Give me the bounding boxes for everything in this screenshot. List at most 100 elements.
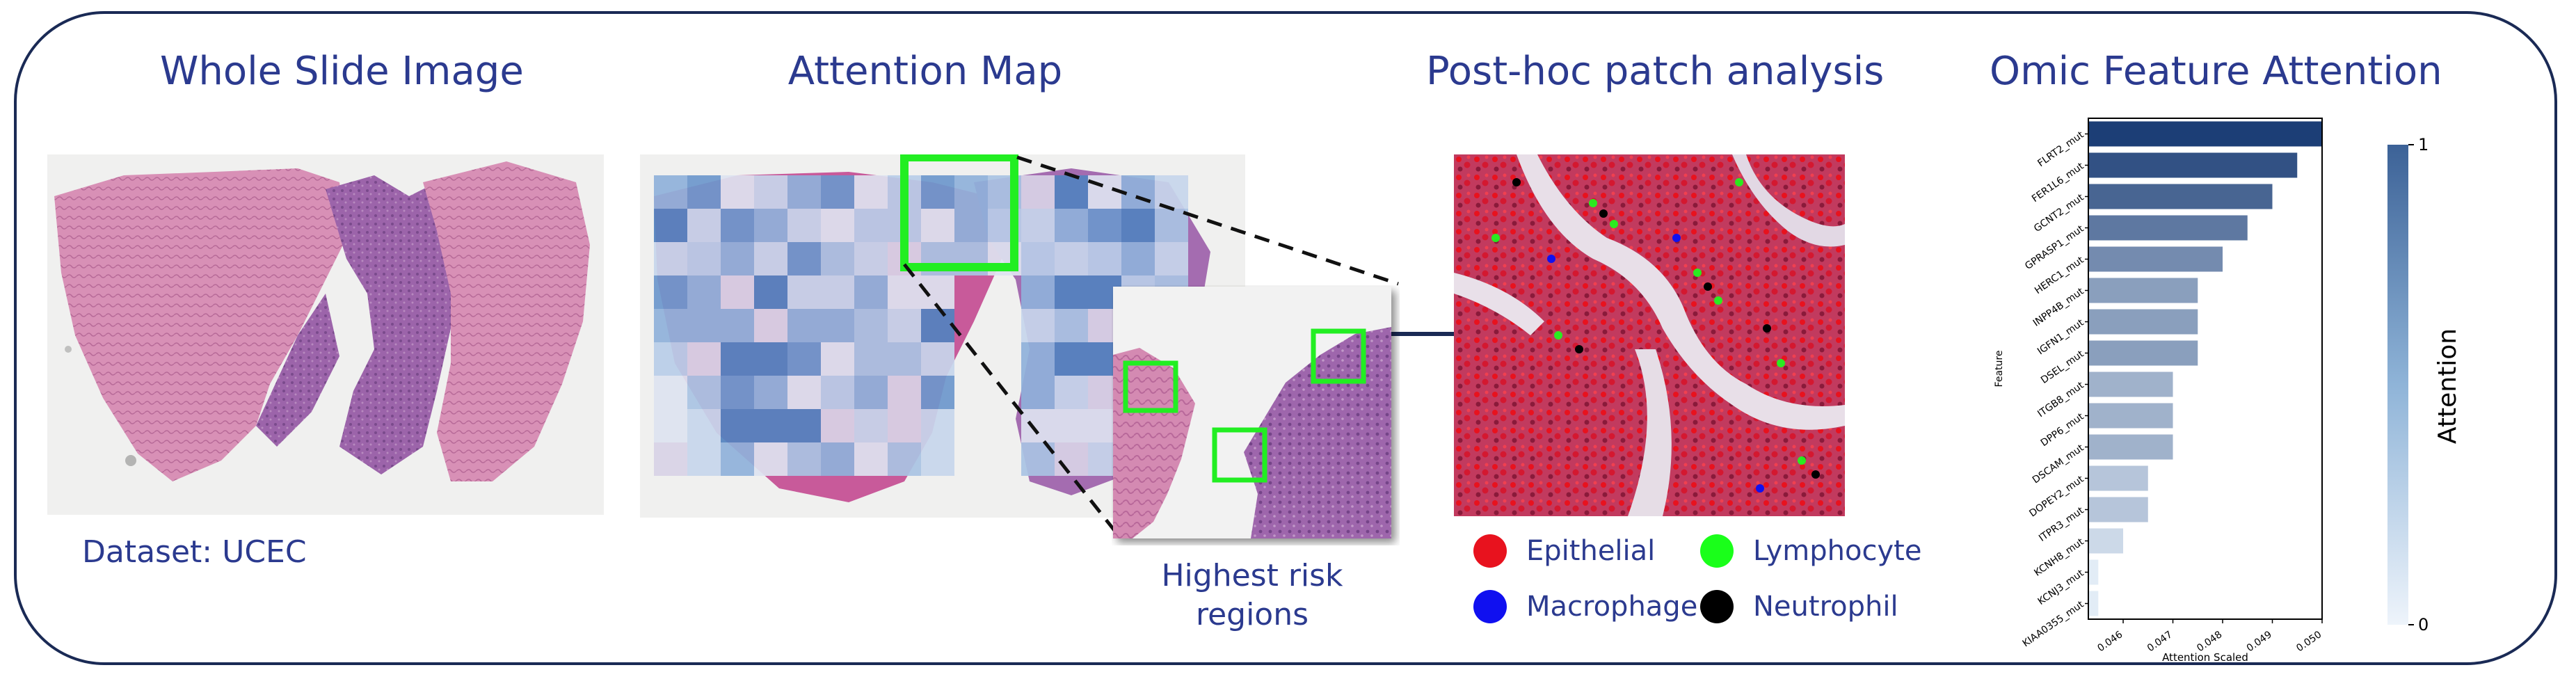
heatmap-cell	[721, 442, 754, 476]
figure-frame	[14, 11, 2557, 665]
legend-label: Lymphocyte	[1753, 535, 1922, 567]
heatmap-cell	[787, 209, 821, 242]
heatmap-cell	[888, 442, 921, 476]
heatmap-cell	[721, 342, 754, 376]
heatmap-cell	[1055, 275, 1088, 309]
plot-frame	[2088, 118, 2323, 620]
heatmap-cell	[754, 376, 787, 409]
heatmap-cell	[687, 209, 721, 242]
heatmap-cell	[654, 209, 687, 242]
macrophage-dot-icon	[1473, 590, 1507, 623]
legend-item-macrophage: Macrophage	[1473, 590, 1697, 623]
x-axis-label: Attention Scaled	[2162, 651, 2248, 664]
heatmap-cell	[854, 275, 888, 309]
heatmap-cell	[787, 342, 821, 376]
colorbar-max-label: 1	[2418, 135, 2429, 154]
y-tick-labels: FLRT2_mutFER1L6_mutGCNT2_mutGPRASP1_mutH…	[2021, 129, 2088, 649]
omic-title: Omic Feature Attention	[1990, 49, 2442, 94]
attention-map-title: Attention Map	[787, 49, 1063, 94]
heatmap-cell	[754, 409, 787, 442]
heatmap-cell	[787, 409, 821, 442]
heatmap-cell	[1055, 175, 1088, 209]
heatmap-cell	[754, 209, 787, 242]
heatmap-cell	[921, 342, 954, 376]
heatmap-cell	[687, 376, 721, 409]
heatmap-cell	[954, 209, 988, 242]
heatmap-cell	[1055, 209, 1088, 242]
tissue-purple-strip	[256, 294, 339, 447]
heatmap-cell	[721, 409, 754, 442]
tissue-middle	[326, 175, 472, 474]
heatmap-cell	[954, 175, 988, 209]
heatmap-cell	[1055, 342, 1088, 376]
heatmap-cell	[921, 376, 954, 409]
heatmap-cell	[687, 175, 721, 209]
heatmap-cell	[787, 442, 821, 476]
posthoc-title: Post-hoc patch analysis	[1426, 49, 1885, 94]
heatmap-cell	[888, 376, 921, 409]
dataset-label: Dataset: UCEC	[82, 534, 307, 570]
heatmap-cell	[854, 209, 888, 242]
wsi-title: Whole Slide Image	[160, 49, 524, 94]
heatmap-cell	[888, 309, 921, 342]
tissue-right	[423, 161, 590, 481]
heatmap-cell	[821, 275, 854, 309]
heatmap-cell	[787, 175, 821, 209]
heatmap-cell	[821, 409, 854, 442]
heatmap-cell	[1021, 409, 1055, 442]
colorbar-min-label: 0	[2418, 615, 2429, 634]
epithelial-dot-icon	[1473, 534, 1507, 568]
heatmap-cell	[1055, 242, 1088, 275]
heatmap-cell	[754, 309, 787, 342]
bar-kcnj3-mut	[2088, 559, 2099, 585]
whole-slide-image	[47, 154, 604, 515]
tissue-left	[54, 168, 346, 481]
bar-gprasp1-mut	[2088, 215, 2248, 241]
heatmap-cell	[1088, 209, 1121, 242]
colorbar-gradient	[2387, 145, 2408, 625]
heatmap-cell	[854, 242, 888, 275]
heatmap-cell	[921, 309, 954, 342]
omic-attention-chart: FLRT2_mutFER1L6_mutGCNT2_mutGPRASP1_mutH…	[1994, 118, 2323, 664]
heatmap-cell	[1021, 175, 1055, 209]
heatmap-cell	[1021, 376, 1055, 409]
heatmap-cell	[821, 342, 854, 376]
bar-fer1l6-mut	[2088, 152, 2298, 178]
heatmap-cell	[787, 242, 821, 275]
heatmap-cell	[721, 275, 754, 309]
lymphocyte-dot-icon	[1700, 534, 1734, 568]
bar-dopey2-mut	[2088, 465, 2148, 491]
attention-colorbar: 1 0 Attention	[2387, 135, 2462, 634]
heatmap-cell	[1155, 209, 1188, 242]
legend-label: Neutrophil	[1753, 591, 1898, 623]
heatmap-cell	[754, 242, 787, 275]
heatmap-cell	[721, 209, 754, 242]
heatmap-cell	[654, 442, 687, 476]
heatmap-cell	[1021, 309, 1055, 342]
x-tick-label: 0.049	[2245, 629, 2274, 654]
heatmap-cell	[888, 275, 921, 309]
bar-dpp6-mut	[2088, 403, 2173, 429]
heatmap-cell	[654, 376, 687, 409]
heatmap-cell	[854, 376, 888, 409]
heatmap-cell	[754, 342, 787, 376]
bars-group	[2088, 121, 2322, 616]
heatmap-cell	[821, 376, 854, 409]
heatmap-cell	[754, 175, 787, 209]
neutrophil-dot-icon	[1700, 590, 1734, 623]
y-axis-label: Feature	[1994, 351, 2005, 388]
x-ticks: 0.046 0.047 0.048 0.049 0.050	[2095, 619, 2323, 654]
heatmap-cell	[654, 409, 687, 442]
heatmap-cell	[1088, 242, 1121, 275]
heatmap-cell	[1021, 242, 1055, 275]
bar-kcnh8-mut	[2088, 528, 2124, 554]
highest-risk-label: Highest risk regions	[1161, 558, 1343, 632]
bar-igfn1-mut	[2088, 309, 2198, 335]
legend-item-neutrophil: Neutrophil	[1700, 590, 1898, 623]
heatmap-cell	[1021, 209, 1055, 242]
colorbar-label: Attention	[2433, 328, 2462, 444]
x-tick-label: 0.046	[2095, 629, 2125, 654]
legend-item-epithelial: Epithelial	[1473, 534, 1655, 568]
bar-inpp4b-mut	[2088, 278, 2198, 303]
heatmap-cell	[687, 409, 721, 442]
